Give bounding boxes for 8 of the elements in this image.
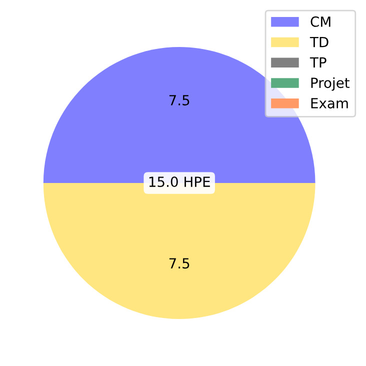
legend-label: TP [310, 57, 326, 68]
legend-label: TD [310, 36, 328, 48]
legend-label: Projet [311, 77, 350, 91]
data-label: 7.5 [169, 95, 190, 106]
text: 15.0 HPE [149, 176, 210, 188]
legend-label: CM [310, 16, 330, 27]
legend-label: Exam [311, 98, 348, 108]
data-label: 7.5 [169, 258, 190, 269]
